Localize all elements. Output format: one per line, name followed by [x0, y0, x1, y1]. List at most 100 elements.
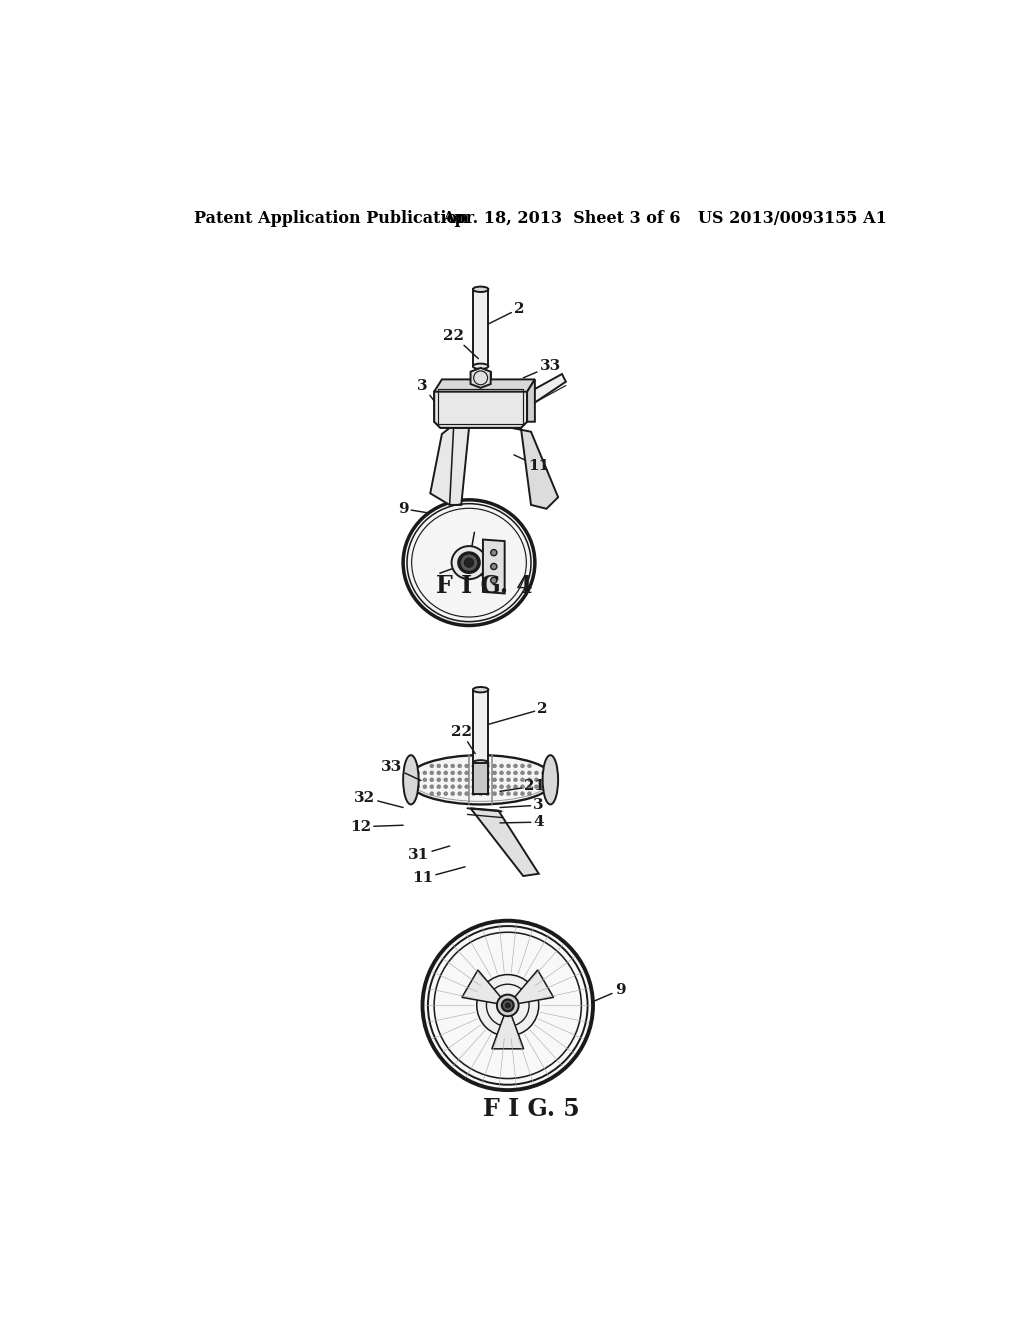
Circle shape	[437, 792, 440, 796]
Circle shape	[430, 777, 434, 781]
Circle shape	[465, 771, 469, 775]
Circle shape	[437, 771, 440, 775]
Circle shape	[490, 564, 497, 570]
Circle shape	[416, 777, 420, 781]
Text: 22: 22	[451, 725, 475, 754]
Circle shape	[464, 558, 474, 568]
Circle shape	[535, 771, 539, 775]
Ellipse shape	[477, 974, 539, 1036]
Circle shape	[542, 785, 546, 788]
Circle shape	[472, 771, 475, 775]
Ellipse shape	[473, 760, 488, 766]
Circle shape	[451, 785, 455, 788]
Text: 21: 21	[500, 779, 546, 793]
Ellipse shape	[473, 686, 488, 693]
Circle shape	[451, 764, 455, 768]
Circle shape	[500, 764, 504, 768]
Circle shape	[478, 777, 482, 781]
Ellipse shape	[403, 500, 535, 626]
Ellipse shape	[458, 552, 480, 573]
Circle shape	[478, 771, 482, 775]
Circle shape	[465, 785, 469, 788]
Text: 33: 33	[381, 760, 421, 780]
Circle shape	[527, 792, 531, 796]
Circle shape	[430, 771, 434, 775]
Circle shape	[535, 785, 539, 788]
Circle shape	[527, 785, 531, 788]
Circle shape	[437, 777, 440, 781]
Text: 11: 11	[514, 455, 549, 474]
Circle shape	[493, 771, 497, 775]
Circle shape	[458, 764, 462, 768]
Ellipse shape	[403, 755, 419, 804]
Circle shape	[430, 764, 434, 768]
Polygon shape	[471, 808, 539, 876]
Circle shape	[423, 777, 427, 781]
Text: 33: 33	[523, 359, 561, 378]
Polygon shape	[512, 970, 554, 1005]
Text: Apr. 18, 2013  Sheet 3 of 6: Apr. 18, 2013 Sheet 3 of 6	[442, 210, 680, 227]
Circle shape	[527, 764, 531, 768]
Circle shape	[485, 771, 489, 775]
Circle shape	[472, 785, 475, 788]
Circle shape	[535, 777, 539, 781]
Ellipse shape	[473, 363, 488, 370]
Text: 9: 9	[593, 983, 626, 1002]
Polygon shape	[473, 763, 488, 793]
Circle shape	[472, 764, 475, 768]
Text: F I G. 4: F I G. 4	[436, 574, 532, 598]
Circle shape	[465, 777, 469, 781]
Circle shape	[451, 792, 455, 796]
Text: F I G. 5: F I G. 5	[482, 1097, 580, 1122]
Polygon shape	[473, 289, 488, 367]
Circle shape	[443, 792, 447, 796]
Circle shape	[493, 764, 497, 768]
Circle shape	[514, 785, 517, 788]
Circle shape	[507, 777, 510, 781]
Circle shape	[443, 764, 447, 768]
Ellipse shape	[407, 755, 554, 804]
Text: 32: 32	[354, 791, 403, 808]
Circle shape	[472, 777, 475, 781]
Circle shape	[520, 764, 524, 768]
Text: 3: 3	[500, 799, 544, 812]
Circle shape	[507, 764, 510, 768]
Circle shape	[416, 785, 420, 788]
Circle shape	[514, 792, 517, 796]
Ellipse shape	[543, 755, 558, 804]
Text: 3: 3	[417, 379, 434, 401]
Circle shape	[443, 785, 447, 788]
Circle shape	[500, 771, 504, 775]
Polygon shape	[527, 379, 535, 422]
Polygon shape	[434, 385, 527, 428]
Circle shape	[520, 785, 524, 788]
Text: 22: 22	[443, 329, 478, 359]
Circle shape	[443, 771, 447, 775]
Circle shape	[514, 764, 517, 768]
Polygon shape	[430, 428, 469, 506]
Circle shape	[472, 792, 475, 796]
Circle shape	[451, 777, 455, 781]
Circle shape	[451, 771, 455, 775]
Circle shape	[437, 785, 440, 788]
Polygon shape	[434, 379, 535, 392]
Circle shape	[490, 577, 497, 583]
Text: US 2013/0093155 A1: US 2013/0093155 A1	[697, 210, 887, 227]
Circle shape	[485, 777, 489, 781]
Circle shape	[520, 771, 524, 775]
Polygon shape	[471, 368, 490, 388]
Circle shape	[520, 777, 524, 781]
Circle shape	[458, 777, 462, 781]
Circle shape	[443, 777, 447, 781]
Text: Patent Application Publication: Patent Application Publication	[194, 210, 469, 227]
Circle shape	[430, 785, 434, 788]
Circle shape	[542, 777, 546, 781]
Circle shape	[423, 771, 427, 775]
Polygon shape	[483, 540, 505, 594]
Circle shape	[485, 792, 489, 796]
Polygon shape	[492, 1012, 523, 1049]
Circle shape	[478, 792, 482, 796]
Polygon shape	[527, 374, 566, 403]
Circle shape	[437, 764, 440, 768]
Circle shape	[514, 777, 517, 781]
